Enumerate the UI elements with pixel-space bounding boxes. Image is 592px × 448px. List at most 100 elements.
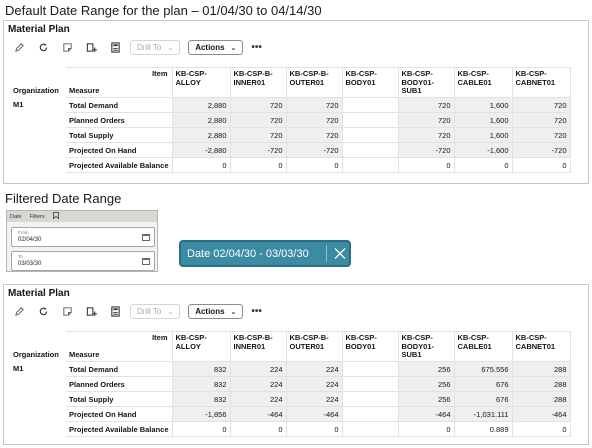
- item-column-header[interactable]: KB-CSP- CABNET01: [511, 67, 571, 98]
- value-cell[interactable]: 720: [285, 112, 343, 128]
- value-cell[interactable]: -464: [229, 406, 287, 422]
- date-filter-chip[interactable]: Date 02/04/30 - 03/03/30: [179, 240, 351, 267]
- value-cell[interactable]: 720: [511, 127, 571, 143]
- value-cell[interactable]: 832: [171, 376, 231, 392]
- value-cell[interactable]: [341, 142, 399, 158]
- value-cell[interactable]: 720: [397, 127, 455, 143]
- from-date-field[interactable]: From 02/04/30: [11, 227, 155, 247]
- value-cell[interactable]: 720: [229, 97, 287, 113]
- value-cell[interactable]: 0: [511, 157, 571, 173]
- value-cell[interactable]: [341, 421, 399, 437]
- value-cell[interactable]: 0.889: [453, 421, 513, 437]
- value-cell[interactable]: 288: [511, 376, 571, 392]
- value-cell[interactable]: 2,880: [171, 97, 231, 113]
- value-cell[interactable]: 0: [397, 421, 455, 437]
- drill-to-button[interactable]: Drill To ⌄: [130, 304, 181, 319]
- value-cell[interactable]: 720: [397, 112, 455, 128]
- value-cell[interactable]: 832: [171, 391, 231, 407]
- value-cell[interactable]: [341, 97, 399, 113]
- actions-button[interactable]: Actions ⌄: [188, 304, 244, 319]
- value-cell[interactable]: 224: [229, 361, 287, 377]
- value-cell[interactable]: 0: [285, 421, 343, 437]
- value-cell[interactable]: -2,880: [171, 142, 231, 158]
- item-column-header[interactable]: KB-CSP- ALLOY: [171, 331, 231, 362]
- value-cell[interactable]: 720: [285, 97, 343, 113]
- value-cell[interactable]: [341, 127, 399, 143]
- to-date-field[interactable]: To 03/03/30: [11, 251, 155, 271]
- value-cell[interactable]: 224: [285, 361, 343, 377]
- value-cell[interactable]: -1,856: [171, 406, 231, 422]
- value-cell[interactable]: -1,600: [453, 142, 513, 158]
- value-cell[interactable]: -464: [397, 406, 455, 422]
- value-cell[interactable]: [341, 391, 399, 407]
- value-cell[interactable]: 0: [171, 157, 231, 173]
- value-cell[interactable]: 676: [453, 391, 513, 407]
- note-icon[interactable]: [58, 40, 76, 56]
- calculator-icon[interactable]: [106, 304, 124, 320]
- item-column-header[interactable]: KB-CSP-B- OUTER01: [285, 331, 343, 362]
- value-cell[interactable]: 0: [171, 421, 231, 437]
- drill-to-button[interactable]: Drill To ⌄: [130, 40, 181, 55]
- value-cell[interactable]: -464: [511, 406, 571, 422]
- value-cell[interactable]: 224: [229, 376, 287, 392]
- calculator-icon[interactable]: [106, 40, 124, 56]
- item-column-header[interactable]: KB-CSP-B- INNER01: [229, 67, 287, 98]
- value-cell[interactable]: 720: [285, 127, 343, 143]
- item-column-header[interactable]: KB-CSP- CABLE01: [453, 331, 513, 362]
- value-cell[interactable]: 256: [397, 361, 455, 377]
- value-cell[interactable]: -1,031.111: [453, 406, 513, 422]
- edit-icon[interactable]: [10, 40, 28, 56]
- calendar-icon[interactable]: [142, 258, 150, 265]
- value-cell[interactable]: 256: [397, 376, 455, 392]
- value-cell[interactable]: 720: [511, 112, 571, 128]
- value-cell[interactable]: 1,600: [453, 97, 513, 113]
- value-cell[interactable]: 0: [229, 421, 287, 437]
- item-column-header[interactable]: KB-CSP- BODY01- SUB1: [397, 67, 455, 98]
- add-to-list-icon[interactable]: [82, 304, 100, 320]
- value-cell[interactable]: 224: [285, 376, 343, 392]
- value-cell[interactable]: 720: [511, 97, 571, 113]
- value-cell[interactable]: 256: [397, 391, 455, 407]
- value-cell[interactable]: 2,880: [171, 112, 231, 128]
- value-cell[interactable]: 288: [511, 361, 571, 377]
- value-cell[interactable]: -720: [511, 142, 571, 158]
- value-cell[interactable]: 224: [285, 391, 343, 407]
- add-to-list-icon[interactable]: [82, 40, 100, 56]
- bookmark-icon[interactable]: [52, 212, 59, 221]
- value-cell[interactable]: [341, 361, 399, 377]
- item-column-header[interactable]: KB-CSP- ALLOY: [171, 67, 231, 98]
- item-column-header[interactable]: KB-CSP- BODY01: [341, 67, 399, 98]
- more-options-icon[interactable]: •••: [251, 42, 262, 53]
- value-cell[interactable]: 224: [229, 391, 287, 407]
- value-cell[interactable]: 720: [229, 127, 287, 143]
- value-cell[interactable]: [341, 157, 399, 173]
- value-cell[interactable]: 720: [397, 97, 455, 113]
- value-cell[interactable]: -464: [285, 406, 343, 422]
- value-cell[interactable]: 720: [229, 112, 287, 128]
- note-icon[interactable]: [58, 304, 76, 320]
- actions-button[interactable]: Actions ⌄: [188, 40, 244, 55]
- value-cell[interactable]: 832: [171, 361, 231, 377]
- close-icon[interactable]: [332, 245, 348, 262]
- value-cell[interactable]: 676: [453, 376, 513, 392]
- value-cell[interactable]: -720: [229, 142, 287, 158]
- value-cell[interactable]: 1,600: [453, 112, 513, 128]
- value-cell[interactable]: 0: [285, 157, 343, 173]
- value-cell[interactable]: -720: [397, 142, 455, 158]
- value-cell[interactable]: [341, 112, 399, 128]
- value-cell[interactable]: 0: [397, 157, 455, 173]
- edit-icon[interactable]: [10, 304, 28, 320]
- refresh-icon[interactable]: [34, 304, 52, 320]
- value-cell[interactable]: 0: [229, 157, 287, 173]
- more-options-icon[interactable]: •••: [251, 306, 262, 317]
- tab-filters[interactable]: Filters: [29, 213, 45, 220]
- value-cell[interactable]: 1,600: [453, 127, 513, 143]
- item-column-header[interactable]: KB-CSP- CABNET01: [511, 331, 571, 362]
- value-cell[interactable]: -720: [285, 142, 343, 158]
- value-cell[interactable]: 0: [453, 157, 513, 173]
- value-cell[interactable]: 675.556: [453, 361, 513, 377]
- item-column-header[interactable]: KB-CSP- BODY01: [341, 331, 399, 362]
- value-cell[interactable]: 2,880: [171, 127, 231, 143]
- item-column-header[interactable]: KB-CSP-B- INNER01: [229, 331, 287, 362]
- value-cell[interactable]: 0: [511, 421, 571, 437]
